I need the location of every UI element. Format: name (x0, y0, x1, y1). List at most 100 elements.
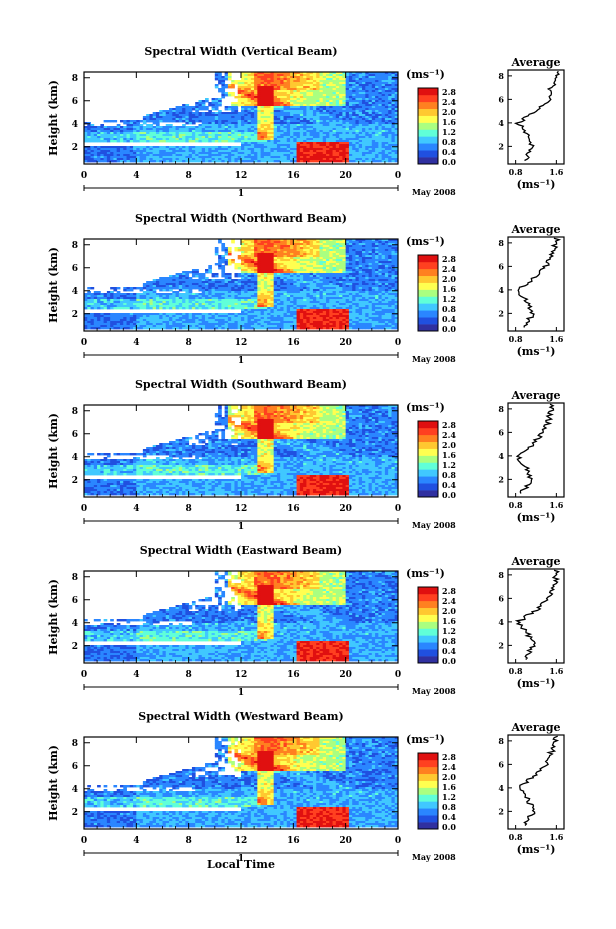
heatmap-cell (260, 122, 265, 125)
heatmap-cell (273, 92, 278, 95)
heatmap-cell (280, 148, 284, 151)
heatmap-cell (165, 112, 170, 115)
heatmap-cell (247, 102, 252, 105)
heatmap-cell (247, 124, 252, 127)
heatmap-cell (263, 148, 268, 151)
heatmap-cell (198, 118, 203, 121)
heatmap-cell (335, 114, 340, 117)
heatmap-cell (348, 100, 353, 103)
heatmap-cell (182, 114, 186, 117)
heatmap-cell (290, 72, 294, 75)
heatmap-cell (368, 110, 373, 113)
heatmap-cell (260, 90, 265, 93)
heatmap-cell (149, 130, 154, 133)
heatmap-cell (260, 140, 265, 143)
heatmap-cell (182, 307, 186, 310)
heatmap-cell (241, 78, 245, 81)
heatmap-cell (260, 106, 265, 109)
heatmap-cell (352, 100, 356, 103)
heatmap-cell (103, 146, 108, 149)
heatmap-cell (293, 100, 297, 103)
heatmap-cell (322, 80, 327, 83)
heatmap-cell (312, 114, 317, 117)
heatmap-cell (335, 80, 340, 83)
heatmap-cell (103, 327, 108, 330)
heatmap-cell (365, 106, 369, 109)
heatmap-cell (97, 140, 101, 143)
heatmap-cell (126, 150, 131, 153)
heatmap-cell (326, 138, 330, 141)
heatmap-cell (90, 128, 95, 131)
heatmap-cell (221, 88, 226, 91)
heatmap-cell (283, 108, 288, 111)
heatmap-cell (198, 289, 203, 292)
heatmap-cell (299, 104, 304, 107)
heatmap-cell (283, 98, 288, 101)
heatmap-cell (116, 134, 121, 137)
heatmap-cell (227, 150, 232, 153)
heatmap-cell (270, 138, 275, 141)
heatmap-cell (306, 126, 311, 129)
heatmap-cell (270, 78, 275, 81)
heatmap-cell (280, 156, 284, 159)
heatmap-cell (195, 108, 199, 111)
heatmap-cell (221, 327, 226, 330)
heatmap-cell (358, 124, 363, 127)
heatmap-cell (211, 128, 216, 131)
heatmap-cell (254, 138, 258, 141)
heatmap-cell (309, 98, 314, 101)
heatmap-cell (214, 118, 219, 121)
heatmap-cell (345, 80, 350, 83)
heatmap-cell (309, 156, 314, 159)
heatmap-cell (218, 128, 222, 131)
heatmap-cell (322, 144, 327, 147)
heatmap-cell (129, 327, 134, 330)
heatmap-cell (326, 150, 330, 153)
colorbar-tick-label: 1.6 (442, 117, 456, 127)
heatmap-cell (303, 144, 307, 147)
heatmap-cell (290, 154, 294, 157)
heatmap-cell (355, 76, 360, 79)
heatmap-cell (326, 106, 330, 109)
heatmap-cell (198, 100, 203, 103)
heatmap-cell (329, 88, 333, 91)
heatmap-cell (293, 76, 297, 79)
heatmap-cell (260, 80, 265, 83)
heatmap-cell (247, 138, 252, 141)
heatmap-cell (90, 152, 95, 155)
heatmap-cell (322, 74, 327, 77)
heatmap-cell (270, 146, 275, 149)
heatmap-cell (355, 72, 360, 75)
heatmap-cell (309, 152, 314, 155)
heatmap-cell (214, 307, 219, 310)
heatmap-cell (139, 124, 144, 127)
heatmap-cell (149, 327, 154, 330)
heatmap-cell (149, 126, 154, 129)
heatmap-cell (93, 160, 98, 163)
heatmap-cell (241, 136, 245, 139)
heatmap-cell (286, 116, 291, 119)
heatmap-cell (303, 150, 307, 153)
panel-title: Spectral Width (Northward Beam) (135, 212, 347, 225)
heatmap-cell (244, 100, 248, 103)
heatmap-cell (133, 124, 137, 127)
heatmap-cell (257, 82, 262, 85)
heatmap-cell (244, 86, 248, 89)
heatmap-cell (241, 98, 245, 101)
heatmap-cell (329, 86, 333, 89)
heatmap-cell (155, 128, 160, 131)
heatmap-cell (290, 110, 294, 113)
heatmap-cell (332, 114, 337, 117)
heatmap-cell (201, 134, 206, 137)
heatmap-cell (97, 128, 101, 131)
heatmap-cell (365, 76, 369, 79)
heatmap-cell (312, 132, 317, 135)
heatmap-cell (224, 152, 229, 155)
heatmap-cell (116, 327, 121, 330)
heatmap-cell (335, 128, 340, 131)
heatmap-cell (263, 154, 268, 157)
heatmap-cell (348, 134, 353, 137)
heatmap-cell (267, 98, 271, 101)
heatmap-cell (316, 124, 320, 127)
heatmap-cell (319, 156, 324, 159)
